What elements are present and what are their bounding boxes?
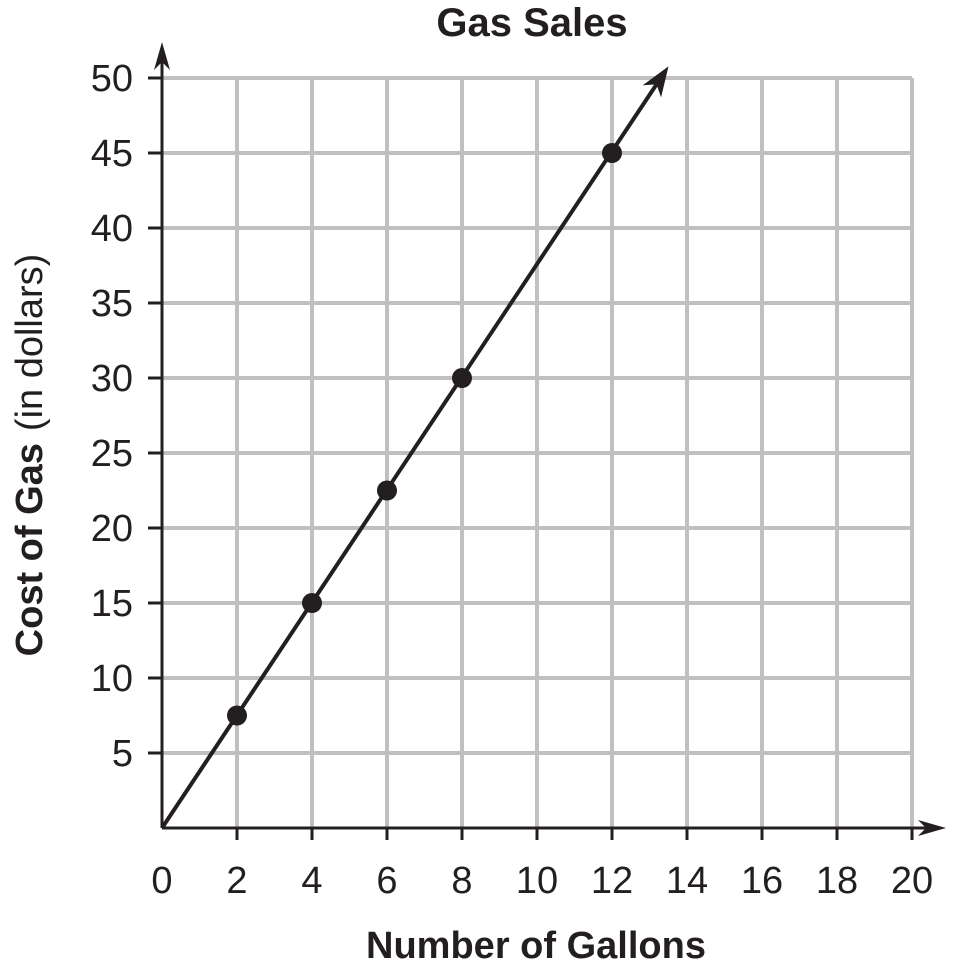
x-tick-label-2: 2	[226, 860, 247, 902]
x-tick-label-16: 16	[741, 860, 783, 902]
x-tick-label-20: 20	[891, 860, 933, 902]
data-point-12	[602, 143, 622, 163]
y-tick-label-30: 30	[91, 358, 133, 400]
x-tick-label-14: 14	[666, 860, 708, 902]
grid	[162, 76, 914, 828]
data-point-8	[452, 368, 472, 388]
x-axis-label: Number of Gallons	[366, 925, 706, 967]
y-tick-label-35: 35	[91, 283, 133, 325]
y-tick-label-45: 45	[91, 133, 133, 175]
x-tick-label-6: 6	[376, 860, 397, 902]
data-points	[227, 143, 622, 726]
y-axis-arrow	[154, 42, 170, 70]
y-tick-label-20: 20	[91, 508, 133, 550]
y-tick-label-50: 50	[91, 58, 133, 100]
series-line	[160, 81, 660, 830]
data-point-4	[302, 593, 322, 613]
y-tick-label-40: 40	[91, 208, 133, 250]
series-arrow	[642, 66, 669, 98]
series	[160, 66, 669, 830]
chart-title: Gas Sales	[436, 1, 627, 45]
y-tick-label-5: 5	[112, 733, 133, 775]
y-axis-label-unit: (in dollars)	[9, 254, 51, 431]
x-tick-label-4: 4	[301, 860, 322, 902]
x-tick-label-18: 18	[816, 860, 858, 902]
axes	[148, 42, 946, 840]
data-point-2	[227, 705, 247, 726]
x-axis-arrow	[918, 820, 946, 836]
x-tick-label-10: 10	[516, 860, 558, 902]
y-axis-label: Cost of Gas (in dollars)	[9, 254, 51, 657]
y-tick-label-25: 25	[91, 433, 133, 475]
x-tick-label-8: 8	[451, 860, 472, 902]
data-point-6	[377, 480, 397, 501]
tick-labels: 0 2 4 6 8 10 12 14 16 18 20 5 10 15 20 25 30 35 40 45 50	[91, 58, 933, 902]
y-tick-label-10: 10	[91, 658, 133, 700]
y-axis-label-main: Cost of Gas	[9, 443, 51, 656]
y-tick-label-15: 15	[91, 583, 133, 625]
x-tick-label-12: 12	[591, 860, 633, 902]
x-tick-label-0: 0	[151, 860, 172, 902]
